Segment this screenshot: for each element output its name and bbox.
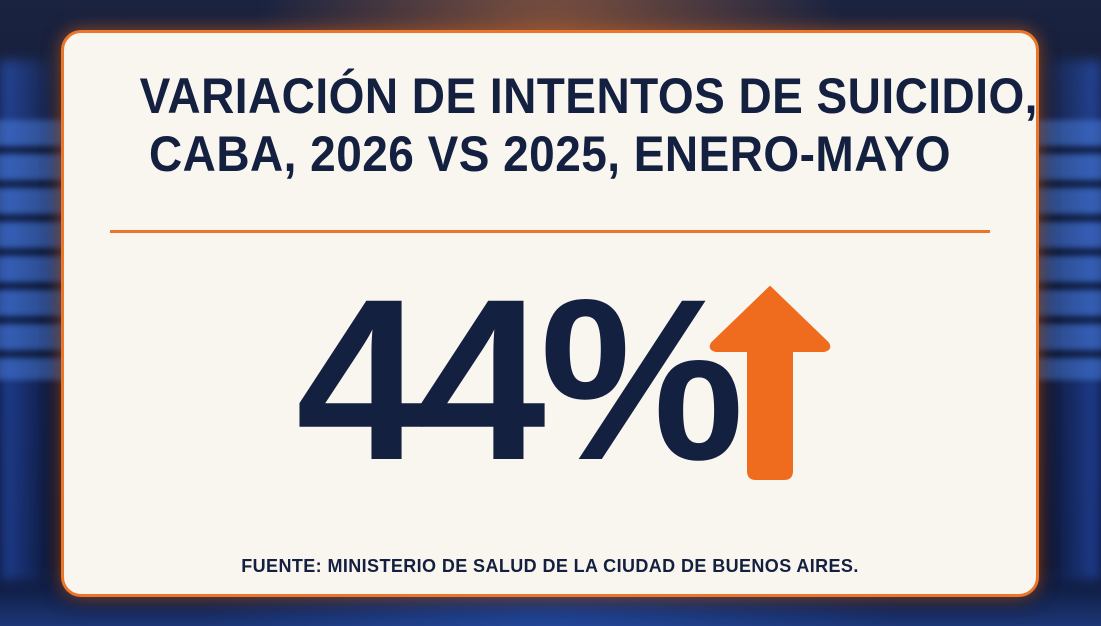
percentage-value: 44% [296, 251, 744, 508]
orange-divider [110, 230, 990, 233]
card-title-line-2: CABA, 2026 VS 2025, ENERO-MAYO [148, 126, 952, 182]
card-title: VARIACIÓN DE INTENTOS DE SUICIDIO, CABA,… [139, 67, 1038, 183]
source-note: FUENTE: MINISTERIO DE SALUD DE LA CIUDAD… [241, 556, 859, 576]
right-screen-wall [1036, 120, 1101, 380]
stat-card: VARIACIÓN DE INTENTOS DE SUICIDIO, CABA,… [61, 30, 1039, 597]
arrow-up-icon [709, 286, 831, 480]
card-title-line-1: VARIACIÓN DE INTENTOS DE SUICIDIO, [139, 68, 1038, 124]
left-screen-wall [0, 120, 65, 380]
